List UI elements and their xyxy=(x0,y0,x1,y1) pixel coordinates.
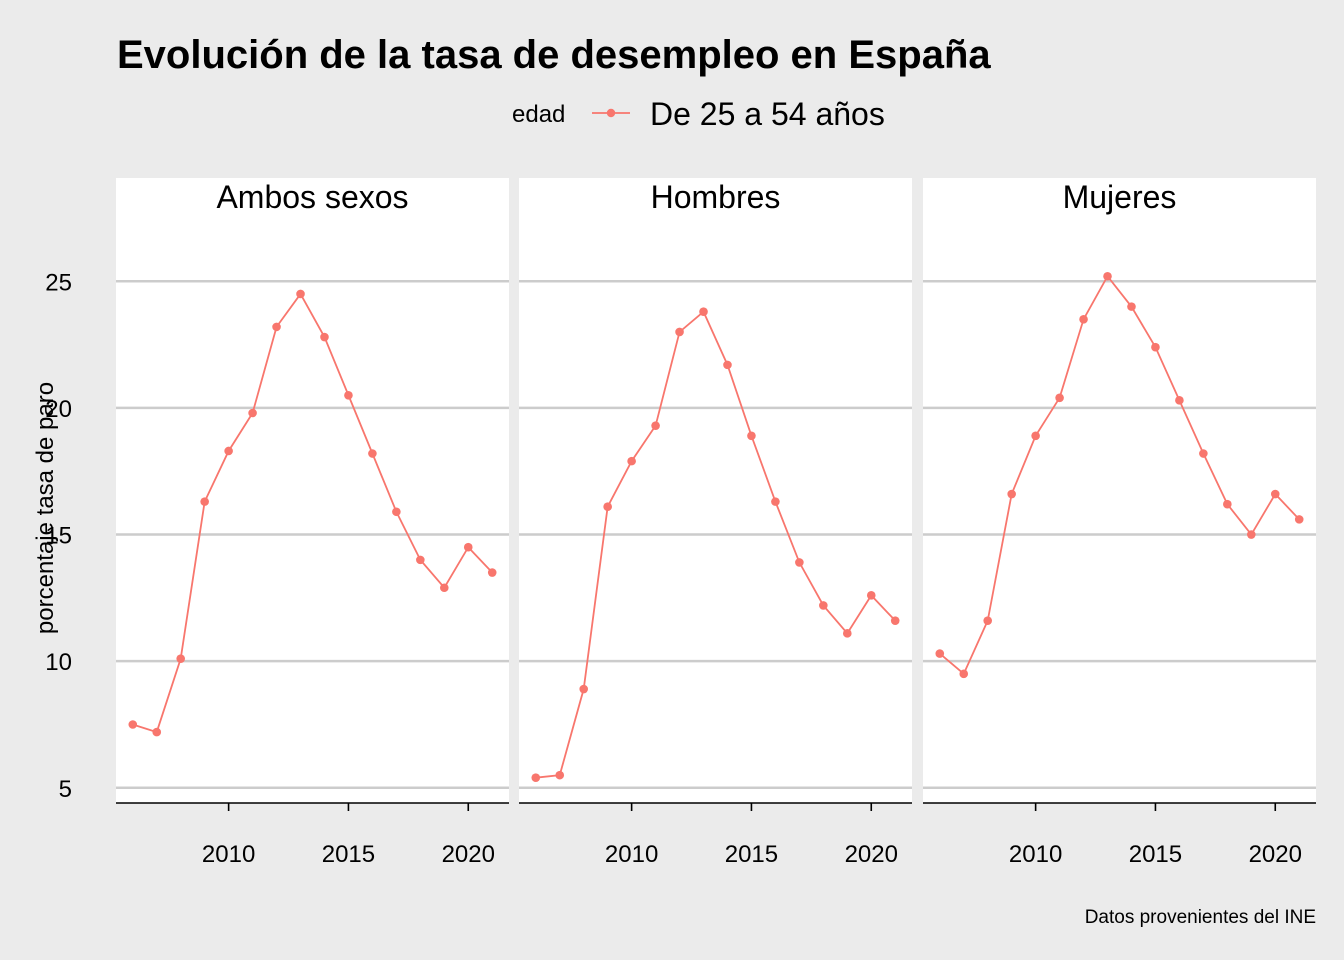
data-point xyxy=(487,568,497,577)
data-point xyxy=(1151,342,1160,352)
data-point xyxy=(651,421,660,430)
data-point xyxy=(531,773,541,782)
data-point xyxy=(723,360,732,370)
x-tick-label: 2015 xyxy=(322,841,375,868)
data-point xyxy=(1223,499,1232,509)
y-tick-label: 25 xyxy=(45,269,72,296)
data-point xyxy=(935,649,945,658)
legend-key-point xyxy=(606,108,616,118)
y-axis-label: porcentaje tasa de paro xyxy=(32,382,59,634)
data-point xyxy=(320,332,329,342)
data-point xyxy=(1127,302,1136,311)
plot-panel xyxy=(519,218,912,803)
y-tick-label: 5 xyxy=(59,776,72,803)
data-point xyxy=(272,322,281,332)
data-point xyxy=(1175,396,1184,405)
facet-panel: Mujeres 2010 2015 2020 xyxy=(923,178,1316,868)
facet-strip xyxy=(519,178,912,218)
data-point xyxy=(842,629,852,638)
data-point xyxy=(200,497,209,506)
data-point xyxy=(439,583,449,593)
data-point xyxy=(1007,489,1016,499)
y-tick-label: 10 xyxy=(45,649,72,676)
data-point xyxy=(296,289,305,299)
legend: edad De 25 a 54 años xyxy=(512,96,885,132)
plot-panel xyxy=(923,218,1316,803)
facet-strip xyxy=(116,178,509,218)
data-point xyxy=(983,616,993,625)
data-point xyxy=(1031,431,1040,441)
data-point xyxy=(675,327,684,337)
data-point xyxy=(1055,393,1064,403)
data-point xyxy=(890,616,900,625)
data-point xyxy=(747,431,756,441)
data-point xyxy=(555,770,565,780)
data-point xyxy=(1103,271,1112,281)
facet-panel: Hombres 2010 2015 2020 xyxy=(519,178,912,868)
data-point xyxy=(579,684,589,694)
x-tick-label: 2010 xyxy=(202,841,255,868)
data-point xyxy=(1294,515,1304,524)
chart-title: Evolución de la tasa de desempleo en Esp… xyxy=(117,33,991,77)
data-point xyxy=(463,542,473,552)
plot-panel xyxy=(116,218,509,803)
facet-strip xyxy=(923,178,1316,218)
data-point xyxy=(699,307,708,317)
data-point xyxy=(627,456,636,466)
data-point xyxy=(819,601,828,610)
facet-panel: Ambos sexos 2010 2015 2020 xyxy=(116,178,509,868)
x-tick-label: 2020 xyxy=(1249,841,1302,868)
data-point xyxy=(1199,449,1208,458)
legend-label: De 25 a 54 años xyxy=(650,96,885,132)
x-tick-label: 2010 xyxy=(1009,841,1062,868)
x-tick-label: 2010 xyxy=(605,841,658,868)
data-point xyxy=(771,497,780,506)
series-line xyxy=(535,310,896,779)
data-point xyxy=(248,408,257,418)
data-point xyxy=(224,446,233,456)
x-tick-label: 2020 xyxy=(845,841,898,868)
data-point xyxy=(795,558,804,567)
data-point xyxy=(368,449,377,458)
data-point xyxy=(392,507,401,517)
data-point xyxy=(128,720,138,729)
data-point xyxy=(1270,489,1280,499)
y-axis: 5 10 15 20 25 xyxy=(45,269,72,802)
x-tick-label: 2015 xyxy=(1129,841,1182,868)
caption: Datos provenientes del INE xyxy=(1085,907,1316,928)
y-tick-label: 20 xyxy=(45,396,72,423)
data-point xyxy=(152,727,162,737)
x-tick-label: 2020 xyxy=(442,841,495,868)
y-tick-label: 15 xyxy=(45,523,72,550)
data-point xyxy=(1079,314,1088,324)
facet-label: Hombres xyxy=(651,179,781,215)
data-point xyxy=(866,591,876,600)
data-point xyxy=(344,390,353,400)
data-point xyxy=(959,669,969,679)
series-line xyxy=(939,274,1300,676)
legend-title: edad xyxy=(512,101,565,128)
facet-label: Ambos sexos xyxy=(216,179,408,215)
facet-panels: Ambos sexos 2010 2015 2020 Hombres 2010 2015 20… xyxy=(116,178,1316,868)
facet-label: Mujeres xyxy=(1063,179,1177,215)
data-point xyxy=(416,555,425,565)
data-point xyxy=(603,502,612,512)
data-point xyxy=(1246,530,1256,539)
x-tick-label: 2015 xyxy=(725,841,778,868)
data-point xyxy=(176,654,186,663)
series-line xyxy=(132,292,493,734)
